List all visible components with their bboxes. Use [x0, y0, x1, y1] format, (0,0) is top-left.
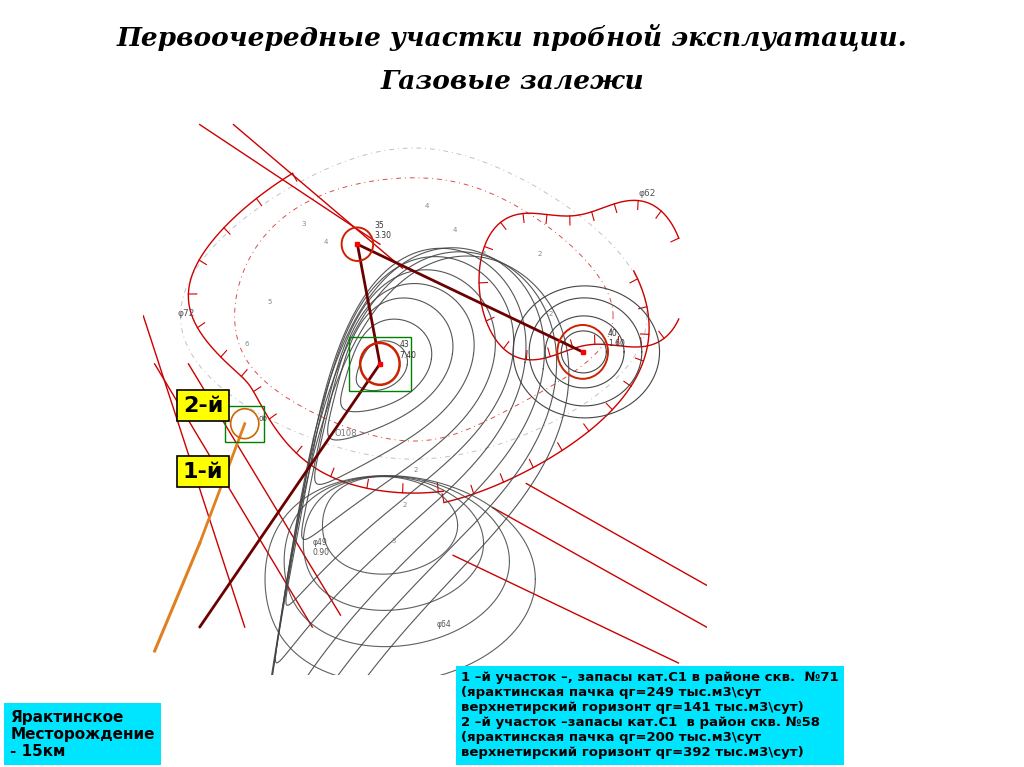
Text: 3: 3	[391, 538, 395, 545]
Text: 4: 4	[425, 203, 429, 209]
Text: φ62: φ62	[639, 189, 656, 199]
Text: 5: 5	[267, 299, 271, 305]
Text: 4: 4	[481, 251, 485, 257]
Text: O108: O108	[335, 429, 357, 438]
Text: Газовые залежи: Газовые залежи	[380, 69, 644, 94]
Text: 6: 6	[245, 341, 249, 347]
Text: Ярактинское
Месторождение
- 15км: Ярактинское Месторождение - 15км	[10, 709, 155, 759]
Text: 3: 3	[301, 221, 305, 227]
Text: φ49
0.90: φ49 0.90	[312, 538, 330, 558]
Text: 2-й: 2-й	[183, 396, 223, 416]
Text: 40
1.60: 40 1.60	[608, 328, 625, 348]
Text: φ72: φ72	[177, 309, 195, 318]
Text: 2: 2	[538, 251, 542, 257]
Text: 1-й: 1-й	[183, 462, 223, 482]
Text: 2: 2	[549, 311, 553, 317]
Text: 43
7.40: 43 7.40	[399, 341, 417, 360]
Bar	[225, 406, 264, 442]
Text: 00: 00	[259, 416, 268, 422]
Bar	[349, 337, 411, 390]
Text: 2: 2	[402, 502, 407, 509]
Text: 4: 4	[324, 239, 328, 245]
Text: 35
3.30: 35 3.30	[375, 221, 391, 240]
Text: φ64: φ64	[436, 620, 451, 629]
Text: Первоочередные участки пробной эксплуатации.: Первоочередные участки пробной эксплуата…	[117, 23, 907, 51]
Text: 4: 4	[454, 227, 458, 233]
Text: 2: 2	[414, 466, 418, 472]
Text: 1 –й участок –, запасы кат.С1 в районе скв.  №71
(ярактинская пачка qг=249 тыс.м: 1 –й участок –, запасы кат.С1 в районе с…	[461, 671, 839, 759]
